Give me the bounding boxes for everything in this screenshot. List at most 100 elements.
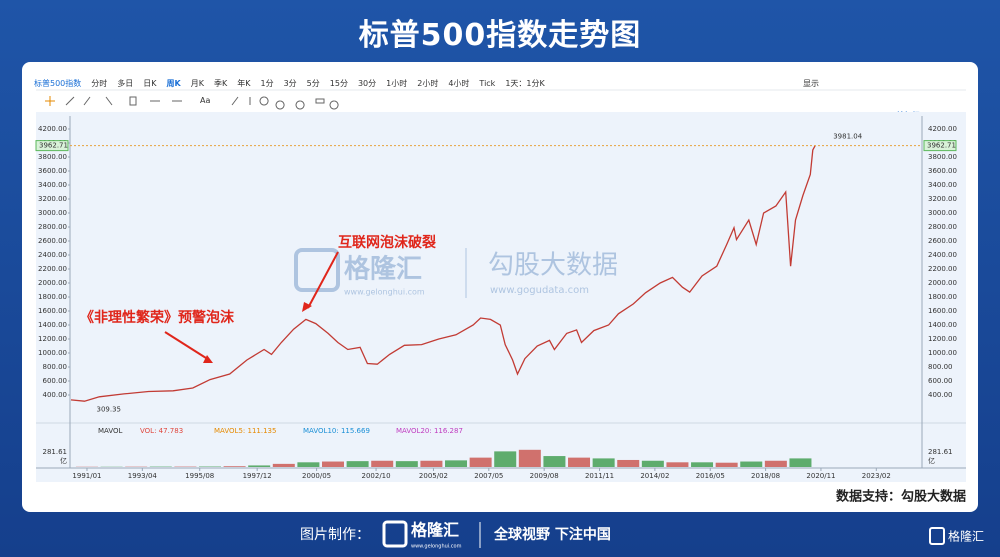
ma10-value: MAVOL10: 115.669: [303, 427, 370, 435]
footer-logo: [382, 520, 408, 548]
y-tick-label-right: 3600.00: [928, 167, 957, 175]
period-tab[interactable]: 分时: [91, 79, 108, 88]
footer-url: www.gelonghui.com: [411, 544, 462, 550]
y-tick-label-right: 2000.00: [928, 279, 957, 287]
x-tick-label: 1997/12: [243, 472, 272, 480]
volume-bar: [617, 459, 640, 467]
volume-bar: [445, 460, 468, 467]
arrow: [307, 251, 339, 309]
arrow-head: [203, 355, 213, 363]
y-tick-label: 1400.00: [38, 321, 67, 329]
period-tab[interactable]: 季K: [213, 79, 228, 88]
arrow: [164, 331, 207, 359]
draw-toolbar: Aa: [200, 96, 210, 105]
volume-bar: [641, 460, 664, 467]
volume-max-label: 281.61: [43, 448, 68, 456]
x-tick-label: 1995/08: [185, 472, 214, 480]
y-tick-label: 400.00: [43, 391, 68, 399]
volume-bar: [469, 457, 492, 467]
last-price-label: 3962.71: [927, 142, 956, 150]
display[interactable]: 显示: [803, 79, 819, 88]
y-tick-label: 3800.00: [38, 153, 67, 161]
watermark-brand: 格隆汇: [344, 254, 422, 285]
x-tick-label: 1993/04: [128, 472, 158, 480]
y-tick-label: 4200.00: [38, 125, 67, 133]
watermark-url: www.gelonghui.com: [344, 288, 425, 297]
y-tick-label-right: 800.00: [928, 363, 953, 371]
symbol[interactable]: 标普500指数: [34, 79, 82, 88]
arrow-head: [302, 302, 312, 312]
volume-bar: [494, 451, 517, 467]
y-tick-label: 1800.00: [38, 293, 67, 301]
y-tick-label: 2400.00: [38, 251, 67, 259]
x-tick-label: 1991/01: [72, 472, 101, 480]
volume-bar: [322, 461, 345, 467]
y-tick-label-right: 4200.00: [928, 125, 957, 133]
source: 数据支持：勾股大数据: [836, 489, 966, 505]
watermark-data-brand: 勾股大数据: [488, 251, 618, 281]
x-tick-label: 2009/08: [530, 472, 559, 480]
period-tab[interactable]: 4小时: [448, 79, 470, 88]
volume-bar: [223, 466, 246, 467]
x-tick-label: 2020/11: [806, 472, 835, 480]
period-tab[interactable]: 1分: [260, 79, 274, 88]
volume-bar: [248, 465, 271, 467]
y-tick-label: 1600.00: [38, 307, 67, 315]
y-tick-label-right: 1600.00: [928, 307, 957, 315]
volume-max-label: 281.61: [928, 448, 953, 456]
volume-bar: [297, 462, 320, 467]
period-tab[interactable]: Tick: [479, 79, 496, 88]
watermark: 格隆汇 www.gelonghui.com 勾股大数据 www.gogudata…: [294, 248, 618, 298]
y-tick-label: 3200.00: [38, 195, 67, 203]
y-tick-label: 1200.00: [38, 335, 67, 343]
footer-slogan: 全球视野 下注中国: [493, 526, 611, 543]
vol-value: VOL: 47.783: [140, 427, 183, 435]
y-tick-label: 3400.00: [38, 181, 67, 189]
price-line: [70, 145, 816, 402]
period-tab[interactable]: 日K: [143, 79, 157, 88]
y-tick-label-right: 3800.00: [928, 153, 957, 161]
footer: 图片制作： 格隆汇 www.gelonghui.com 全球视野 下注中国 格隆…: [300, 520, 984, 550]
volume-bar: [395, 461, 418, 467]
period-tab[interactable]: 15分: [329, 79, 348, 88]
y-tick-label-right: 3200.00: [928, 195, 957, 203]
min-label: 309.35: [97, 405, 122, 413]
x-tick-label: 2014/02: [640, 472, 669, 480]
y-tick-label-right: 2400.00: [928, 251, 957, 259]
volume-bar: [691, 462, 714, 467]
y-tick-label: 2600.00: [38, 237, 67, 245]
volume-bar: [371, 460, 394, 467]
volume-bar: [789, 458, 812, 467]
period-tab[interactable]: 年K: [237, 79, 251, 88]
indicator-legend: MAVOL VOL: 47.783 MAVOL5: 111.135 MAVOL1…: [98, 427, 463, 435]
volume-bar: [666, 462, 689, 467]
y-tick-label: 2800.00: [38, 223, 67, 231]
period-tab[interactable]: 月K: [190, 79, 204, 88]
font-tool[interactable]: Aa: [200, 96, 211, 105]
last-price-box: [35, 140, 69, 152]
period-tab[interactable]: 周K: [166, 79, 181, 88]
period-tab[interactable]: 2小时: [417, 79, 439, 88]
corner-logo: [929, 527, 945, 545]
y-tick-label: 3600.00: [38, 167, 67, 175]
y-tick-label: 2000.00: [38, 279, 67, 287]
indicator-name: MAVOL: [98, 427, 123, 435]
range[interactable]: 1天：1分K: [505, 79, 545, 88]
y-tick-label-right: 2200.00: [928, 265, 957, 273]
period-tab[interactable]: 多日: [117, 79, 134, 88]
period-tab[interactable]: 30分: [357, 79, 377, 88]
y-tick-label-right: 1200.00: [928, 335, 957, 343]
x-tick-label: 2023/02: [862, 472, 891, 480]
period-tab[interactable]: 3分: [283, 79, 297, 88]
volume-bar: [420, 460, 443, 467]
x-tick-label: 2018/08: [751, 472, 780, 480]
x-tick-label: 2007/05: [474, 472, 503, 480]
y-tick-label: 800.00: [43, 363, 68, 371]
period-tab[interactable]: 1小时: [386, 79, 408, 88]
display-menu[interactable]: 显示: [803, 78, 819, 89]
y-tick-label-right: 2600.00: [928, 237, 957, 245]
ma5-value: MAVOL5: 111.135: [214, 427, 276, 435]
period-tab[interactable]: 5分: [306, 79, 320, 88]
